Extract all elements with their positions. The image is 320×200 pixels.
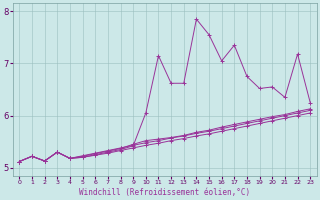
X-axis label: Windchill (Refroidissement éolien,°C): Windchill (Refroidissement éolien,°C): [79, 188, 250, 197]
